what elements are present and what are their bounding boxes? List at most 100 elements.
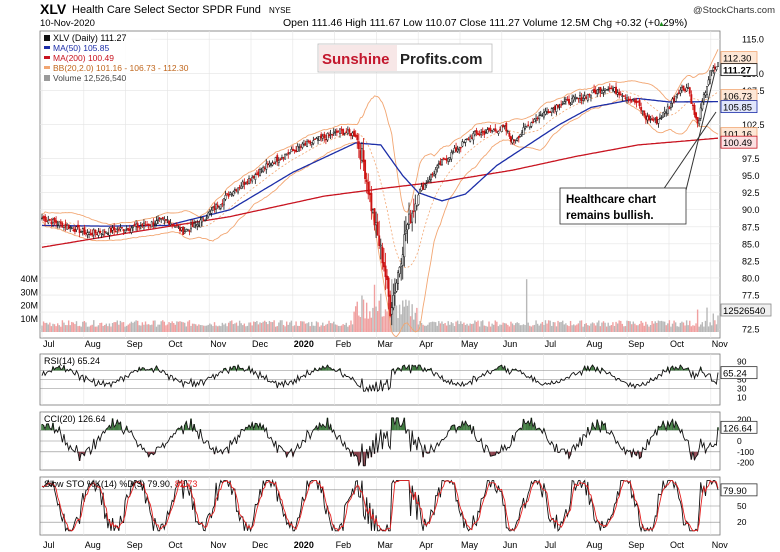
month-label: Jul	[43, 339, 55, 349]
volume-bar	[557, 320, 559, 332]
candle-body	[633, 99, 636, 103]
volume-bar	[530, 326, 533, 332]
volume-bar	[127, 324, 129, 332]
volume-bar	[456, 320, 459, 332]
volume-bar	[674, 322, 677, 332]
volume-bar	[344, 324, 346, 332]
volume-bar	[72, 322, 75, 332]
candle-body	[268, 163, 271, 166]
volume-bar	[253, 321, 255, 332]
candle-body	[577, 97, 580, 100]
rsi-badge: 65.24	[723, 369, 747, 380]
candle-body	[685, 87, 688, 92]
candle-body	[124, 229, 127, 233]
candle-body	[660, 117, 663, 119]
candle-body	[72, 229, 75, 232]
volume-bar	[309, 326, 311, 332]
candle-body	[266, 163, 269, 165]
volume-bar	[646, 324, 649, 332]
volume-bar	[227, 322, 230, 332]
volume-bar	[259, 322, 261, 332]
month-label: Mar	[377, 339, 393, 349]
volume-bar	[376, 311, 379, 332]
volume-bar	[400, 314, 402, 332]
volume-bar	[461, 323, 464, 332]
volume-bar	[397, 318, 399, 332]
candle-body	[41, 217, 43, 220]
candle-body	[146, 224, 149, 226]
candle-body	[199, 219, 202, 228]
candle-body	[63, 225, 65, 228]
volume-bar	[89, 325, 92, 332]
volume-bar	[652, 323, 655, 332]
candle-body	[117, 229, 120, 231]
volume-bar	[71, 321, 73, 332]
candle-body	[56, 224, 59, 226]
candle-body	[276, 155, 279, 162]
volume-bar	[507, 324, 509, 332]
volume-bar	[201, 325, 203, 332]
volume-bar	[525, 279, 528, 332]
volume-bar	[60, 326, 62, 332]
volume-bar	[607, 322, 609, 332]
candle-body	[389, 294, 392, 316]
volume-bar	[234, 323, 236, 332]
candle-body	[610, 87, 613, 90]
candle-body	[450, 152, 453, 160]
volume-bar	[665, 325, 667, 332]
annotation-line-2: remains bullish.	[566, 210, 654, 222]
candle-body	[542, 112, 545, 118]
volume-bar	[656, 322, 658, 332]
candle-body	[171, 224, 174, 226]
volume-bar	[671, 323, 674, 332]
candle-body	[186, 229, 189, 231]
volume-bar	[472, 323, 475, 332]
volume-bar	[455, 321, 457, 332]
candle-body	[73, 228, 76, 232]
volume-bar	[293, 325, 296, 332]
volume-bar	[257, 324, 260, 332]
volume-bar	[369, 311, 371, 332]
volume-bar	[499, 324, 501, 332]
volume-bar	[182, 322, 184, 332]
volume-bar	[246, 325, 249, 332]
volume-bar	[618, 320, 620, 332]
volume-bar	[351, 324, 354, 332]
volume-bar	[97, 325, 100, 332]
candle-body	[99, 230, 101, 234]
candle-body	[163, 218, 166, 221]
volume-bar	[583, 323, 586, 332]
candle-body	[655, 117, 658, 124]
volume-bar	[417, 324, 420, 332]
candle-body	[323, 133, 326, 139]
volume-bar	[300, 321, 302, 332]
volume-bar	[322, 322, 324, 332]
candle-body	[619, 93, 622, 96]
month-label: Apr	[419, 339, 433, 349]
volume-bar	[590, 323, 592, 332]
volume-bar	[549, 320, 551, 332]
candle-body	[191, 222, 194, 228]
candle-body	[423, 184, 426, 190]
volume-bar	[452, 323, 454, 332]
candle-body	[607, 88, 610, 91]
ma50-badge: 105.85	[723, 103, 752, 114]
candle-body	[44, 215, 47, 222]
volume-bar	[604, 322, 606, 332]
volume-bar	[359, 317, 362, 332]
candle-body	[535, 118, 538, 121]
volume-bar	[386, 311, 388, 332]
candle-body	[481, 131, 484, 133]
candle-body	[249, 178, 252, 181]
candle-body	[597, 88, 600, 91]
candle-body	[674, 95, 677, 102]
candle-body	[698, 119, 701, 125]
candle-body	[710, 70, 713, 72]
volume-bar	[502, 322, 504, 332]
volume-bar	[173, 323, 175, 332]
close-badge: 111.27	[723, 66, 751, 77]
candle-body	[461, 141, 464, 147]
month-label: Sep	[628, 540, 644, 550]
candle-body	[690, 94, 693, 104]
volume-bar	[141, 322, 144, 332]
